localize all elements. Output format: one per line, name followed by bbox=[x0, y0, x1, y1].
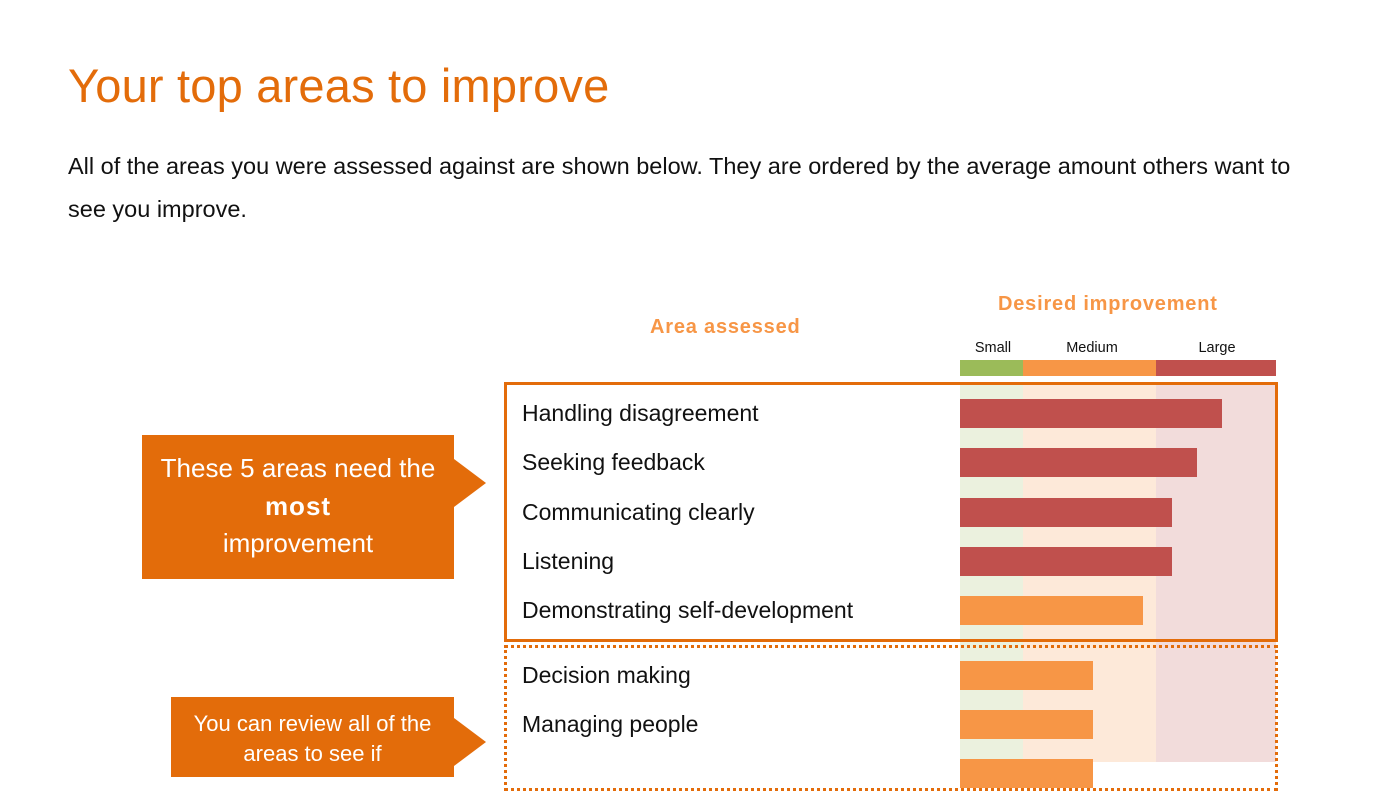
top-areas-callout: These 5 areas need the most improvement bbox=[142, 435, 454, 579]
area-label: Seeking feedback bbox=[522, 449, 705, 476]
area-label: Decision making bbox=[522, 662, 691, 688]
callout-text-after: improvement bbox=[222, 528, 374, 558]
area-label: Managing people bbox=[522, 711, 699, 737]
area-assessed-header: Area assessed bbox=[650, 316, 801, 338]
scale-label-medium: Medium bbox=[1066, 340, 1118, 356]
improvement-bar bbox=[960, 596, 1144, 625]
area-label: Communicating clearly bbox=[522, 498, 755, 525]
callout-text-before: These 5 areas need the bbox=[160, 453, 436, 483]
desired-improvement-header: Desired improvement bbox=[998, 293, 1218, 315]
scale-bar-small bbox=[960, 360, 1024, 376]
top-five-frame bbox=[504, 382, 1278, 642]
improvement-bar bbox=[960, 661, 1093, 690]
scale-label-small: Small bbox=[974, 340, 1012, 356]
improvement-bar bbox=[960, 399, 1223, 428]
improvement-bar bbox=[960, 546, 1172, 576]
scale-bar-medium bbox=[1023, 360, 1156, 376]
scale-band-large bbox=[1155, 384, 1276, 762]
top-areas-callout-arrow bbox=[454, 459, 486, 507]
area-label: Handling disagreement bbox=[522, 400, 759, 426]
improvement-bar bbox=[960, 710, 1093, 739]
scale-bar-large bbox=[1155, 360, 1276, 376]
area-label: Listening bbox=[522, 547, 615, 574]
review-callout-text: You can review all of the areas to see i… bbox=[193, 711, 432, 766]
intro-text: All of the areas you were assessed again… bbox=[68, 153, 1291, 222]
page-title: Your top areas to improve bbox=[68, 59, 610, 112]
review-areas-callout: You can review all of the areas to see i… bbox=[171, 697, 454, 777]
improvement-bar bbox=[960, 448, 1197, 478]
callout-text-bold: most bbox=[264, 490, 332, 521]
scale-label-large: Large bbox=[1198, 340, 1236, 356]
area-label: Demonstrating self-development bbox=[522, 597, 854, 623]
improvement-bar bbox=[960, 759, 1093, 788]
review-areas-callout-arrow bbox=[454, 718, 486, 766]
improvement-bar bbox=[960, 497, 1172, 527]
